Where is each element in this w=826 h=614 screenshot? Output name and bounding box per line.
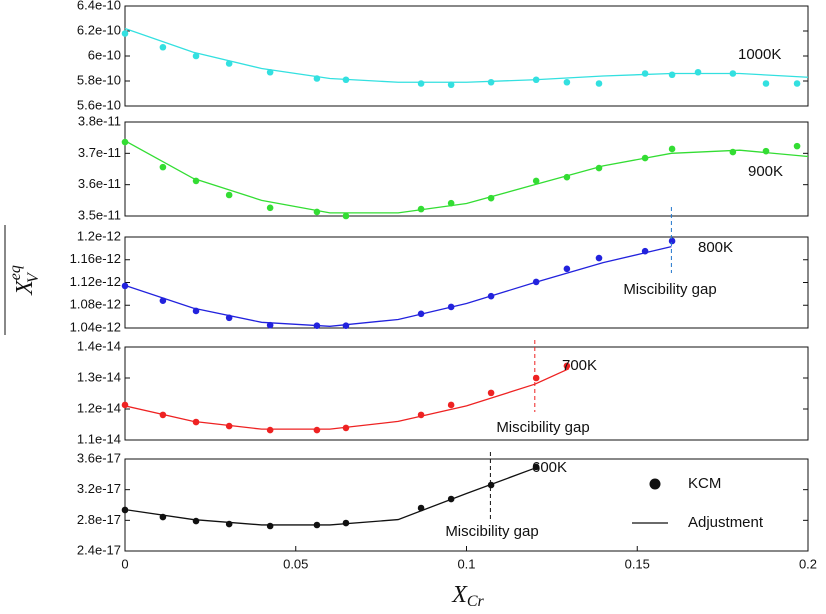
legend-label: KCM [688, 475, 721, 492]
y-label-main: X [12, 279, 38, 296]
data-point [266, 204, 274, 212]
data-point [417, 80, 425, 87]
data-point [793, 80, 801, 87]
temperature-label: 1000K [738, 46, 781, 63]
y-tick-label: 5.8e-10 [77, 72, 121, 87]
data-point [225, 191, 233, 199]
data-point [487, 389, 495, 397]
gap-label: Miscibility gap [445, 523, 538, 540]
panel-frame [124, 121, 809, 217]
data-point [641, 70, 649, 77]
x-tick-label: 0.15 [625, 556, 650, 571]
legend-marker [649, 478, 661, 490]
y-label-sup: eq [7, 265, 24, 280]
panel-frame [124, 5, 809, 107]
data-point [595, 80, 603, 87]
data-point [266, 522, 274, 530]
data-point [342, 519, 350, 527]
x-label-sub: Cr [467, 593, 485, 610]
y-tick-label: 1.12e-12 [70, 274, 121, 289]
data-point [447, 401, 455, 409]
temperature-label: 900K [748, 163, 783, 180]
data-point [793, 142, 801, 150]
y-tick-label: 3.6e-11 [78, 176, 121, 191]
temperature-label: 600K [532, 459, 567, 476]
data-point [532, 177, 540, 185]
data-point [342, 322, 350, 330]
y-tick-label: 1.16e-12 [70, 251, 121, 266]
y-tick-label: 5.6e-10 [77, 97, 121, 112]
data-point [762, 80, 770, 87]
y-tick-label: 1.2e-12 [77, 228, 121, 243]
data-point [563, 362, 571, 370]
y-tick-label: 2.8e-17 [77, 512, 121, 527]
x-axis-label: XCr [451, 582, 484, 610]
y-tick-label: 2.4e-17 [77, 542, 121, 557]
data-point [668, 145, 676, 153]
gap-label: Miscibility gap [496, 419, 589, 436]
data-point [694, 68, 702, 76]
data-point [668, 71, 676, 79]
gap-label: Miscibility gap [623, 281, 716, 298]
data-point [563, 265, 571, 273]
data-point [668, 237, 676, 245]
y-tick-label: 1.04e-12 [70, 319, 121, 334]
data-point [532, 374, 540, 382]
y-axis-label: XeqV [7, 265, 42, 296]
y-label-sub: V [25, 271, 42, 283]
data-point [447, 81, 455, 89]
legend-label: Adjustment [688, 514, 764, 531]
fit-line [124, 368, 570, 430]
x-tick-label: 0.2 [799, 556, 817, 571]
y-tick-label: 1.08e-12 [70, 297, 121, 312]
fit-line [124, 27, 809, 83]
data-point [313, 426, 321, 434]
data-point [487, 78, 495, 86]
data-point [595, 254, 603, 262]
data-point [225, 60, 233, 67]
y-tick-label: 3.6e-17 [77, 450, 121, 465]
data-point [192, 52, 200, 60]
y-tick-label: 3.7e-11 [78, 145, 121, 160]
y-tick-label: 3.8e-11 [78, 113, 121, 128]
temperature-label: 800K [698, 239, 733, 256]
y-tick-label: 6.4e-10 [77, 0, 121, 12]
x-tick-label: 0 [121, 556, 128, 571]
x-tick-label: 0.05 [283, 556, 308, 571]
x-tick-label: 0.1 [457, 556, 475, 571]
fit-line [124, 140, 809, 214]
x-label-main: X [451, 582, 468, 608]
data-point [342, 212, 350, 220]
data-point [159, 163, 167, 171]
data-point [563, 78, 571, 86]
y-tick-label: 1.3e-14 [77, 369, 121, 384]
fit-line [124, 246, 672, 327]
y-tick-label: 1.4e-14 [77, 338, 121, 353]
data-point [159, 43, 167, 51]
fit-line [124, 467, 536, 526]
y-tick-label: 1.1e-14 [77, 431, 121, 446]
y-tick-label: 6e-10 [88, 47, 121, 62]
data-point [121, 138, 129, 146]
data-point [266, 426, 274, 434]
y-tick-label: 3.2e-17 [77, 481, 121, 496]
data-point [121, 401, 129, 409]
temperature-label: 700K [562, 357, 597, 374]
data-point [192, 517, 200, 525]
y-tick-label: 6.2e-10 [77, 22, 121, 37]
y-tick-label: 3.5e-11 [78, 207, 121, 222]
data-point [121, 30, 129, 37]
y-tick-label: 1.2e-14 [77, 400, 121, 415]
panel-frame [124, 346, 809, 441]
